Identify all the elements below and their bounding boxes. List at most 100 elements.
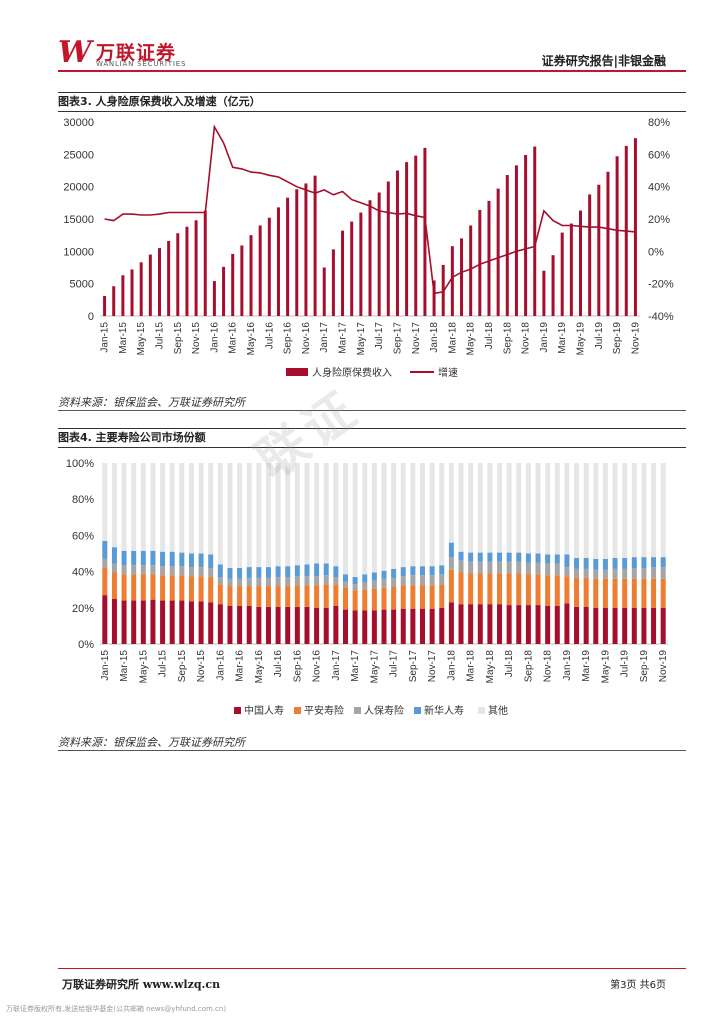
x-tick-Jan-18: Jan-18 <box>446 650 457 681</box>
share-bar-1-Sep-17 <box>410 585 416 609</box>
premium-bar-Jan-18 <box>432 280 436 316</box>
footer-website: 万联证券研究所 www.wlzq.cn <box>62 978 221 991</box>
x-tick-Jul-17: Jul-17 <box>374 322 385 350</box>
share-bar-4-Dec-18 <box>554 463 560 555</box>
share-bar-3-Aug-18 <box>516 552 522 562</box>
premium-bar-Dec-16 <box>313 175 317 316</box>
share-bar-4-Nov-19 <box>660 463 666 558</box>
share-bar-1-Mar-18 <box>468 573 474 605</box>
share-bar-3-Feb-18 <box>458 551 464 561</box>
share-bar-1-Oct-18 <box>535 574 541 606</box>
share-bar-1-Jun-17 <box>381 587 387 610</box>
share-bar-3-Sep-17 <box>410 566 416 576</box>
share-bar-2-Jun-15 <box>150 565 156 575</box>
share-bar-2-Jan-16 <box>217 577 223 585</box>
x-tick-Sep-17: Sep-17 <box>392 322 403 355</box>
x-tick-Jul-17: Jul-17 <box>389 650 400 678</box>
share-bar-4-Dec-15 <box>208 463 214 555</box>
share-bar-3-Jul-17 <box>391 568 397 578</box>
share-bar-1-Jul-18 <box>506 573 512 606</box>
x-tick-Nov-19: Nov-19 <box>630 322 641 355</box>
share-bar-3-Feb-19 <box>574 558 580 569</box>
premium-bar-Dec-18 <box>533 146 537 316</box>
share-bar-2-Jul-15 <box>160 566 166 576</box>
share-bar-2-Jul-18 <box>506 561 512 574</box>
share-bar-3-Jan-19 <box>564 554 570 568</box>
legend-swatch-2 <box>354 707 361 714</box>
share-bar-1-Jul-15 <box>160 575 166 601</box>
legend-label-4: 其他 <box>488 704 508 717</box>
share-bar-4-Sep-17 <box>410 463 416 567</box>
x-tick-Sep-17: Sep-17 <box>408 650 419 683</box>
share-bar-0-Apr-16 <box>246 605 252 644</box>
share-bar-1-Jul-19 <box>622 578 628 608</box>
share-bar-2-Feb-18 <box>458 560 464 573</box>
share-bar-1-Oct-15 <box>188 576 194 602</box>
x-tick-Nov-19: Nov-19 <box>658 650 669 683</box>
y-right-tick-2: 0% <box>648 246 664 258</box>
y-right-tick-6: 80% <box>648 117 670 129</box>
y-tick-2: 40% <box>72 567 94 579</box>
share-bar-0-Jul-16 <box>275 606 281 644</box>
share-bar-1-Dec-15 <box>208 577 214 603</box>
share-bar-1-Mar-19 <box>583 577 589 607</box>
share-bar-0-Jul-18 <box>506 605 512 644</box>
share-bar-3-Oct-18 <box>535 553 541 563</box>
share-bar-3-Sep-16 <box>294 565 300 577</box>
share-bar-4-Mar-15 <box>121 463 127 551</box>
share-bar-3-Apr-17 <box>362 574 368 583</box>
x-tick-Nov-15: Nov-15 <box>196 650 207 683</box>
share-bar-3-Jun-16 <box>265 567 271 578</box>
share-bar-3-Apr-19 <box>593 558 599 570</box>
share-bar-0-Mar-18 <box>468 604 474 644</box>
share-bar-1-Feb-17 <box>342 587 348 610</box>
share-bar-4-Feb-17 <box>342 463 348 575</box>
x-tick-Mar-18: Mar-18 <box>466 650 477 682</box>
x-tick-Sep-15: Sep-15 <box>177 650 188 683</box>
premium-bar-Jan-15 <box>103 295 107 316</box>
share-bar-1-Dec-17 <box>439 584 445 608</box>
x-tick-Jan-17: Jan-17 <box>319 322 330 353</box>
premium-bar-Jun-18 <box>478 209 482 316</box>
share-bar-1-Apr-16 <box>246 586 252 606</box>
share-bar-0-Sep-17 <box>410 608 416 644</box>
share-bar-2-Oct-15 <box>188 567 194 577</box>
share-bar-0-Aug-17 <box>400 608 406 644</box>
share-bar-0-Jun-17 <box>381 609 387 644</box>
share-bar-3-Apr-16 <box>246 567 252 578</box>
figure4-title: 图表4. 主要寿险公司市场份额 <box>58 428 686 448</box>
figure3-source-divider <box>58 410 686 411</box>
share-bar-0-Nov-18 <box>545 605 551 644</box>
premium-bar-Sep-16 <box>286 197 290 316</box>
share-bar-3-Jun-17 <box>381 570 387 579</box>
x-tick-Jul-15: Jul-15 <box>158 650 169 678</box>
share-bar-0-Nov-17 <box>429 608 435 644</box>
premium-bar-Jun-17 <box>368 200 372 316</box>
share-bar-1-May-19 <box>602 578 608 608</box>
share-bar-2-Mar-17 <box>352 584 358 591</box>
share-bar-4-Oct-19 <box>651 463 657 558</box>
legend-label-growth: 增速 <box>438 366 458 379</box>
share-bar-0-May-17 <box>371 610 377 644</box>
premium-bar-Jul-16 <box>267 217 271 316</box>
share-bar-1-Apr-17 <box>362 589 368 611</box>
share-bar-1-Mar-16 <box>237 586 243 606</box>
share-bar-1-Feb-16 <box>227 586 233 606</box>
share-bar-2-Apr-18 <box>477 561 483 574</box>
share-bar-4-May-19 <box>602 463 608 559</box>
share-bar-4-Mar-17 <box>352 463 358 578</box>
company-logo: W 万联证券 WANLIAN SECURITIES <box>58 38 218 70</box>
share-bar-3-Nov-15 <box>198 553 204 568</box>
x-tick-Jan-17: Jan-17 <box>331 650 342 681</box>
premium-bar-Feb-17 <box>331 249 335 316</box>
share-bar-2-Jan-15 <box>102 558 108 568</box>
y-tick-3: 60% <box>72 530 94 542</box>
premium-bar-Aug-17 <box>386 181 390 316</box>
share-bar-3-Sep-19 <box>641 557 647 568</box>
figure4-source-divider <box>58 750 686 751</box>
share-bar-3-Jun-18 <box>497 552 503 562</box>
premium-bar-Jul-18 <box>487 200 491 316</box>
share-bar-2-Aug-18 <box>516 561 522 574</box>
share-bar-2-Feb-17 <box>342 581 348 588</box>
x-tick-May-15: May-15 <box>136 322 147 356</box>
